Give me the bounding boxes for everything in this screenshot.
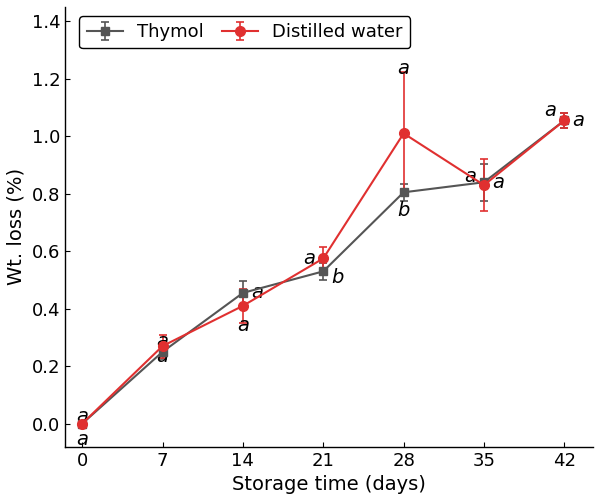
Legend: Thymol, Distilled water: Thymol, Distilled water <box>79 16 410 49</box>
Text: a: a <box>76 407 88 426</box>
Text: a: a <box>398 59 410 78</box>
Text: a: a <box>251 284 263 303</box>
Y-axis label: Wt. loss (%): Wt. loss (%) <box>7 168 26 286</box>
Text: b: b <box>397 201 410 220</box>
X-axis label: Storage time (days): Storage time (days) <box>232 475 426 494</box>
Text: a: a <box>464 167 476 186</box>
Text: a: a <box>237 317 249 336</box>
Text: a: a <box>76 430 88 449</box>
Text: a: a <box>157 347 169 366</box>
Text: a: a <box>492 173 504 192</box>
Text: a: a <box>157 332 169 351</box>
Text: a: a <box>544 101 556 120</box>
Text: a: a <box>303 249 315 268</box>
Text: a: a <box>572 111 584 130</box>
Text: b: b <box>331 268 344 287</box>
